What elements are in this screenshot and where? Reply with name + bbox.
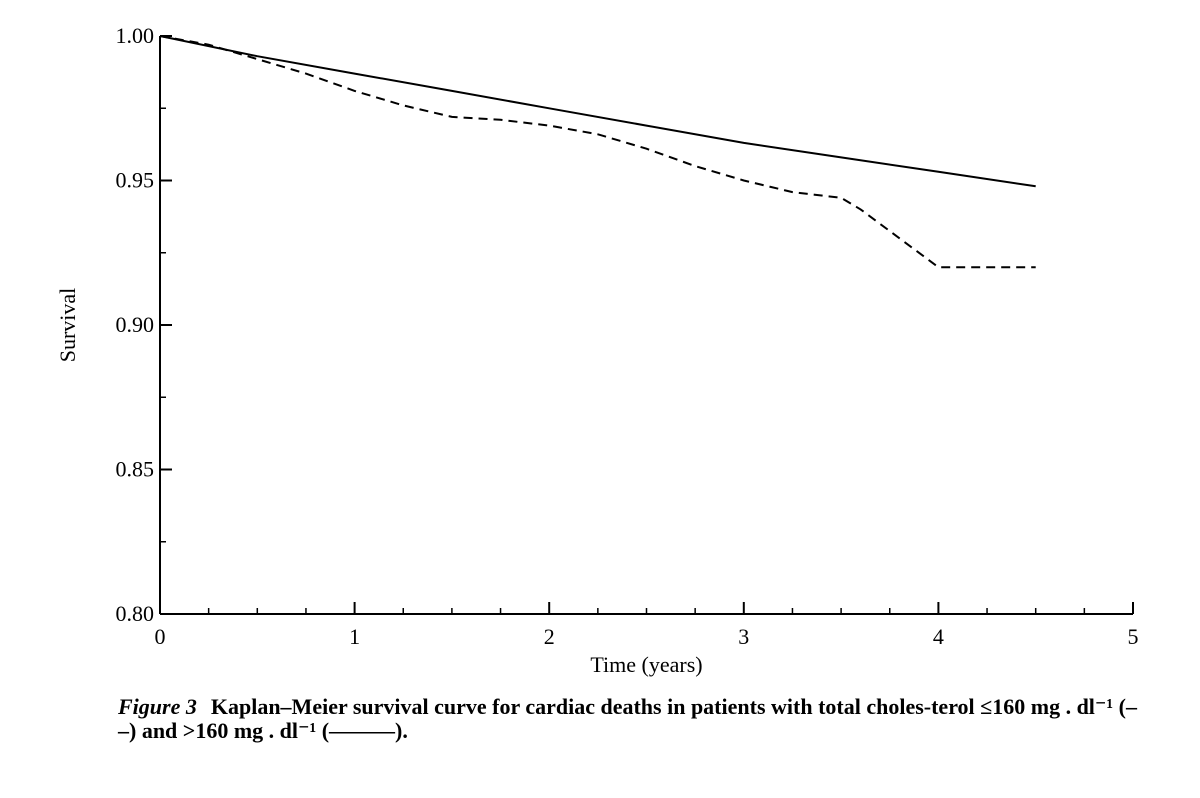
x-tick-label: 2 bbox=[544, 624, 555, 649]
y-axis-ticks: 0.80 0.85 0.90 0.95 1.00 bbox=[116, 23, 172, 626]
plot-frame bbox=[159, 36, 1133, 615]
y-tick-label: 0.95 bbox=[116, 168, 155, 193]
x-axis-ticks: 0 1 2 3 4 5 bbox=[155, 602, 1139, 649]
series-line-le160 bbox=[159, 35, 1036, 269]
series-lines bbox=[159, 35, 1036, 269]
y-tick-label: 0.85 bbox=[116, 457, 155, 482]
x-tick-label: 0 bbox=[155, 624, 166, 649]
x-tick-label: 4 bbox=[933, 624, 944, 649]
y-axis-title: Survival bbox=[55, 288, 80, 363]
x-axis-title: Time (years) bbox=[590, 652, 702, 677]
x-tick-label: 5 bbox=[1128, 624, 1139, 649]
kaplan-meier-chart: 0 1 2 3 4 5 0.80 0.85 0.90 0.95 1.00 Time (years)… bbox=[55, 23, 1139, 677]
figure-label: Figure 3 bbox=[118, 694, 197, 719]
caption-text: Kaplan–Meier survival curve for cardiac … bbox=[118, 694, 1137, 743]
x-tick-label: 3 bbox=[738, 624, 749, 649]
y-tick-label: 1.00 bbox=[116, 23, 155, 48]
y-tick-label: 0.80 bbox=[116, 601, 155, 626]
figure-caption: Figure 3 Kaplan–Meier survival curve for … bbox=[118, 695, 1158, 743]
y-tick-label: 0.90 bbox=[116, 312, 155, 337]
x-tick-label: 1 bbox=[349, 624, 360, 649]
series-line-gt160 bbox=[159, 35, 1036, 188]
